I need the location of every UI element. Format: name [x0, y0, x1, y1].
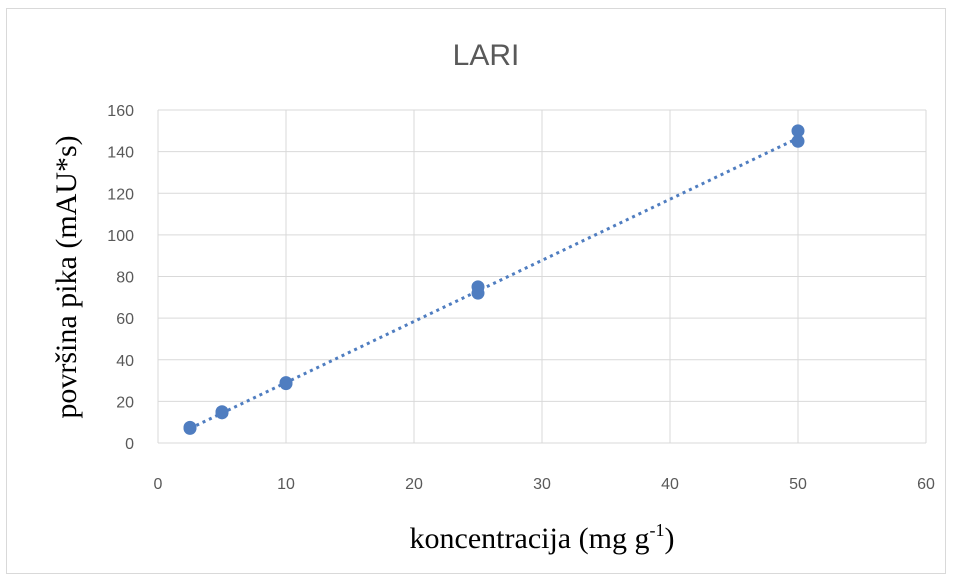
data-points: [183, 124, 805, 435]
y-tick-label: 100: [107, 228, 134, 245]
gridlines: [157, 109, 927, 444]
x-axis-label-superscript: -1: [649, 520, 664, 540]
x-axis-label-main: koncentracija (mg g: [410, 522, 650, 555]
x-tick-label: 60: [917, 476, 935, 493]
chart-title: LARI: [453, 39, 520, 72]
y-axis-label: površina pika (mAU*s): [50, 135, 83, 418]
data-point: [791, 124, 805, 138]
x-tick-label: 0: [154, 476, 163, 493]
x-tick-label: 50: [789, 476, 807, 493]
y-tick-label: 60: [116, 311, 134, 328]
data-point: [183, 421, 197, 435]
y-tick-label: 120: [107, 186, 134, 203]
data-point: [471, 286, 485, 300]
y-tick-label: 20: [116, 394, 134, 411]
data-point: [215, 405, 229, 419]
data-point: [791, 134, 805, 148]
x-axis-label-suffix: ): [664, 522, 674, 555]
data-point: [279, 376, 293, 390]
x-axis-label: koncentracija (mg g-1): [410, 520, 675, 555]
x-tick-label: 30: [533, 476, 551, 493]
y-tick-label: 160: [107, 103, 134, 120]
x-tick-label: 10: [277, 476, 295, 493]
y-tick-label: 140: [107, 145, 134, 162]
x-tick-label: 20: [405, 476, 423, 493]
x-tick-labels: 0 10 20 30 40 50 60: [154, 476, 935, 493]
y-tick-label: 0: [125, 436, 134, 453]
x-tick-label: 40: [661, 476, 679, 493]
y-tick-labels: 0 20 40 60 80 100 120 140 160: [107, 103, 134, 453]
y-tick-label: 40: [116, 353, 134, 370]
y-tick-label: 80: [116, 270, 134, 287]
